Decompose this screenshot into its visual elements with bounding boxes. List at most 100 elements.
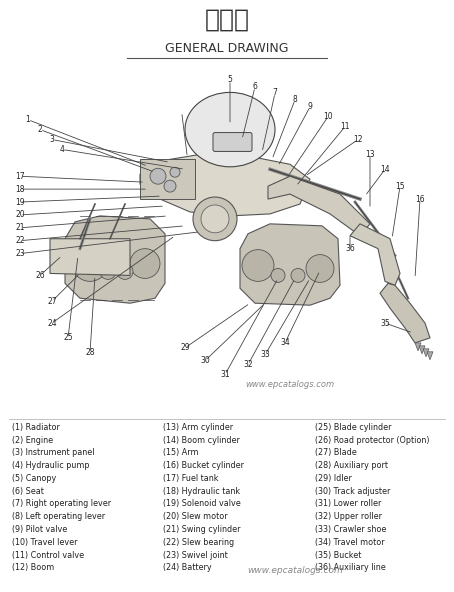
Text: 9: 9 <box>307 102 312 111</box>
Ellipse shape <box>185 92 275 167</box>
Text: 26: 26 <box>35 271 45 280</box>
Text: (33) Crawler shoe: (33) Crawler shoe <box>315 525 386 534</box>
Text: 2: 2 <box>38 125 42 134</box>
Text: 19: 19 <box>15 198 25 207</box>
Text: GENERAL DRAWING: GENERAL DRAWING <box>165 42 289 55</box>
Circle shape <box>164 180 176 192</box>
Text: 6: 6 <box>252 82 257 91</box>
Text: (20) Slew motor: (20) Slew motor <box>163 512 227 521</box>
Circle shape <box>170 168 180 177</box>
Text: 28: 28 <box>85 348 95 358</box>
Text: (8) Left operating lever: (8) Left operating lever <box>12 512 105 521</box>
Text: (32) Upper roller: (32) Upper roller <box>315 512 382 521</box>
Text: (28) Auxiliary port: (28) Auxiliary port <box>315 461 388 470</box>
Text: 31: 31 <box>220 370 230 379</box>
Circle shape <box>306 255 334 282</box>
Text: 36: 36 <box>345 244 355 253</box>
Text: 15: 15 <box>395 182 405 191</box>
Text: 10: 10 <box>323 112 333 121</box>
Text: (36) Auxiliary line: (36) Auxiliary line <box>315 564 386 572</box>
Text: 34: 34 <box>280 339 290 348</box>
Text: 12: 12 <box>353 135 363 144</box>
Text: 3: 3 <box>49 135 54 144</box>
Text: (26) Road protector (Option): (26) Road protector (Option) <box>315 436 429 445</box>
Polygon shape <box>268 176 370 236</box>
Text: (16) Bucket cylinder: (16) Bucket cylinder <box>163 461 244 470</box>
Circle shape <box>242 250 274 281</box>
Polygon shape <box>415 343 421 351</box>
Polygon shape <box>350 224 400 285</box>
Text: 17: 17 <box>15 172 25 181</box>
Text: (1) Radiator: (1) Radiator <box>12 423 60 432</box>
Text: 11: 11 <box>340 122 350 131</box>
Text: 25: 25 <box>63 333 73 342</box>
Text: 全体図: 全体図 <box>204 8 250 32</box>
Text: (15) Arm: (15) Arm <box>163 448 198 458</box>
Text: 27: 27 <box>47 297 57 305</box>
FancyBboxPatch shape <box>213 133 252 152</box>
Text: (12) Boom: (12) Boom <box>12 564 54 572</box>
Text: 14: 14 <box>380 165 390 174</box>
Circle shape <box>100 263 116 279</box>
Text: (7) Right operating lever: (7) Right operating lever <box>12 500 111 509</box>
Polygon shape <box>423 349 429 357</box>
Text: (27) Blade: (27) Blade <box>315 448 357 458</box>
Text: (19) Solenoid valve: (19) Solenoid valve <box>163 500 241 509</box>
Polygon shape <box>140 155 310 216</box>
Circle shape <box>291 269 305 282</box>
Text: (10) Travel lever: (10) Travel lever <box>12 538 78 547</box>
Text: (29) Idler: (29) Idler <box>315 474 352 483</box>
Text: (22) Slew bearing: (22) Slew bearing <box>163 538 234 547</box>
Text: (2) Engine: (2) Engine <box>12 436 53 445</box>
Text: (25) Blade cylinder: (25) Blade cylinder <box>315 423 391 432</box>
Circle shape <box>201 205 229 233</box>
Text: (23) Swivel joint: (23) Swivel joint <box>163 551 228 559</box>
Polygon shape <box>419 346 425 354</box>
Text: (6) Seat: (6) Seat <box>12 487 44 496</box>
Text: (4) Hydraulic pump: (4) Hydraulic pump <box>12 461 89 470</box>
Text: (34) Travel motor: (34) Travel motor <box>315 538 385 547</box>
Text: (17) Fuel tank: (17) Fuel tank <box>163 474 218 483</box>
Text: 32: 32 <box>243 360 253 369</box>
Text: (35) Bucket: (35) Bucket <box>315 551 361 559</box>
Text: 16: 16 <box>415 195 425 204</box>
Circle shape <box>150 168 166 184</box>
Text: 33: 33 <box>260 350 270 359</box>
Text: (24) Battery: (24) Battery <box>163 564 212 572</box>
Polygon shape <box>380 284 430 343</box>
Text: (9) Pilot valve: (9) Pilot valve <box>12 525 67 534</box>
Text: 24: 24 <box>47 318 57 327</box>
Circle shape <box>117 263 133 279</box>
Text: 18: 18 <box>15 185 25 194</box>
Text: 35: 35 <box>380 318 390 327</box>
Text: 13: 13 <box>365 150 375 159</box>
Text: 8: 8 <box>293 95 297 104</box>
Text: (5) Canopy: (5) Canopy <box>12 474 56 483</box>
Text: (3) Instrument panel: (3) Instrument panel <box>12 448 94 458</box>
Circle shape <box>271 269 285 282</box>
Text: 20: 20 <box>15 210 25 220</box>
FancyBboxPatch shape <box>140 159 195 199</box>
Circle shape <box>130 249 160 278</box>
Text: (14) Boom cylinder: (14) Boom cylinder <box>163 436 240 445</box>
Text: 4: 4 <box>59 145 64 154</box>
Text: 22: 22 <box>15 236 25 245</box>
Polygon shape <box>427 352 433 360</box>
Circle shape <box>72 246 108 281</box>
Text: (31) Lower roller: (31) Lower roller <box>315 500 381 509</box>
Text: www.epcatalogs.com: www.epcatalogs.com <box>246 380 335 389</box>
Text: (30) Track adjuster: (30) Track adjuster <box>315 487 390 496</box>
Text: 29: 29 <box>180 343 190 352</box>
Text: 1: 1 <box>25 115 30 124</box>
Text: 5: 5 <box>227 76 232 85</box>
Text: 21: 21 <box>15 223 25 232</box>
Polygon shape <box>50 239 130 275</box>
Text: (13) Arm cylinder: (13) Arm cylinder <box>163 423 233 432</box>
Polygon shape <box>65 216 165 303</box>
Text: (21) Swing cylinder: (21) Swing cylinder <box>163 525 241 534</box>
Polygon shape <box>240 224 340 305</box>
Text: (11) Control valve: (11) Control valve <box>12 551 84 559</box>
Text: 30: 30 <box>200 356 210 365</box>
Text: (18) Hydraulic tank: (18) Hydraulic tank <box>163 487 240 496</box>
Text: 7: 7 <box>272 88 277 98</box>
